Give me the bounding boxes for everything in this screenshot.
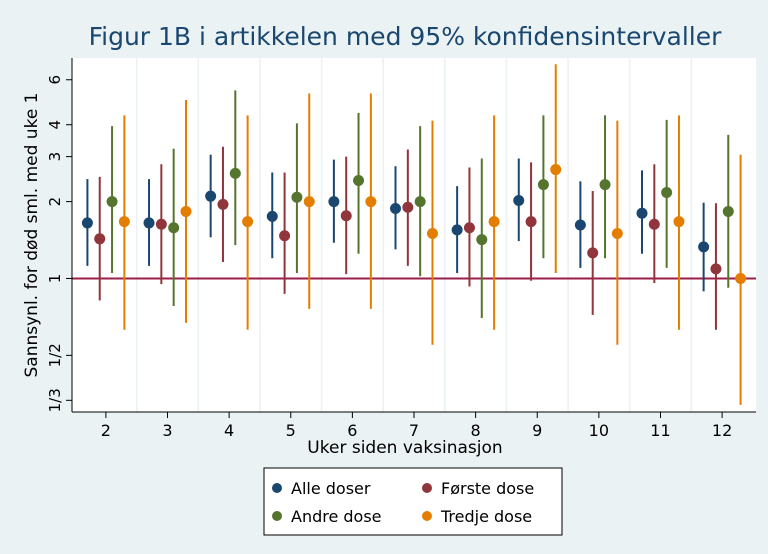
- data-point: [340, 210, 352, 222]
- x-tick-label: 3: [162, 421, 172, 440]
- legend-label: Tredje dose: [440, 507, 532, 526]
- legend-marker: [422, 511, 432, 521]
- data-point: [81, 217, 93, 229]
- legend-items: Alle doser Første dose Andre dose Tredje do…: [272, 479, 534, 526]
- legend-marker: [422, 483, 432, 493]
- x-tick-label: 12: [712, 421, 732, 440]
- x-tick-label: 6: [347, 421, 357, 440]
- legend: Alle doser Første dose Andre dose Tredje do…: [263, 467, 563, 536]
- data-point: [143, 217, 155, 229]
- data-point: [574, 219, 586, 231]
- data-point: [673, 216, 685, 228]
- data-point: [328, 196, 340, 208]
- data-point: [106, 196, 118, 208]
- data-point: [463, 222, 475, 234]
- data-point: [550, 164, 562, 176]
- data-point: [710, 263, 722, 275]
- chart-title: Figur 1B i artikkelen med 95% konfidensi…: [89, 22, 723, 51]
- y-axis-label: Sannsynl. for død sml. med uke 1: [22, 93, 42, 378]
- y-tick-label: 1/3: [46, 388, 64, 412]
- x-tick-label: 8: [471, 421, 481, 440]
- data-point: [353, 174, 365, 186]
- data-point: [180, 205, 192, 217]
- data-point: [537, 179, 549, 191]
- data-point: [476, 234, 488, 246]
- x-tick-label: 2: [101, 421, 111, 440]
- data-point: [365, 196, 377, 208]
- data-point: [94, 233, 106, 245]
- legend-box: [263, 467, 563, 536]
- x-tick-label: 9: [532, 421, 542, 440]
- data-point: [168, 222, 180, 234]
- y-tick-label: 4: [46, 120, 64, 130]
- legend-marker: [272, 483, 282, 493]
- y-tick-label: 2: [46, 197, 64, 207]
- data-point: [599, 179, 611, 191]
- legend-marker: [272, 511, 282, 521]
- data-point: [587, 247, 599, 259]
- data-point: [722, 205, 734, 217]
- legend-label: Andre dose: [291, 507, 382, 526]
- y-tick-label: 3: [46, 152, 64, 162]
- data-point: [118, 216, 130, 228]
- data-point: [266, 210, 278, 222]
- data-point: [242, 216, 254, 228]
- data-point: [279, 230, 291, 242]
- data-point: [414, 196, 426, 208]
- data-point: [525, 216, 537, 228]
- y-tick-label: 1/2: [46, 343, 64, 367]
- y-tick-label: 6: [46, 75, 64, 85]
- x-tick-label: 11: [650, 421, 670, 440]
- data-point: [648, 218, 660, 230]
- data-point: [661, 187, 673, 199]
- data-point: [636, 207, 648, 219]
- data-point: [402, 201, 414, 213]
- data-point: [698, 241, 710, 253]
- data-point: [513, 194, 525, 206]
- data-point: [155, 218, 167, 230]
- data-point: [303, 196, 315, 208]
- x-axis-label: Uker siden vaksinasjon: [307, 438, 502, 458]
- legend-label: Første dose: [441, 479, 534, 498]
- x-tick-label: 10: [589, 421, 609, 440]
- x-tick-label: 7: [409, 421, 419, 440]
- data-marks: [81, 64, 747, 405]
- data-point: [390, 202, 402, 214]
- data-point: [291, 191, 303, 203]
- x-tick-label: 4: [224, 421, 234, 440]
- x-tick-label: 5: [286, 421, 296, 440]
- y-tick-label: 1: [46, 274, 64, 284]
- data-point: [451, 224, 463, 236]
- data-point: [611, 228, 623, 240]
- data-point: [488, 216, 500, 228]
- data-point: [205, 190, 217, 202]
- data-point: [217, 198, 229, 210]
- data-point: [426, 228, 438, 240]
- data-point: [229, 167, 241, 179]
- data-point: [735, 272, 747, 284]
- grid: [135, 58, 693, 412]
- legend-label: Alle doser: [291, 479, 371, 498]
